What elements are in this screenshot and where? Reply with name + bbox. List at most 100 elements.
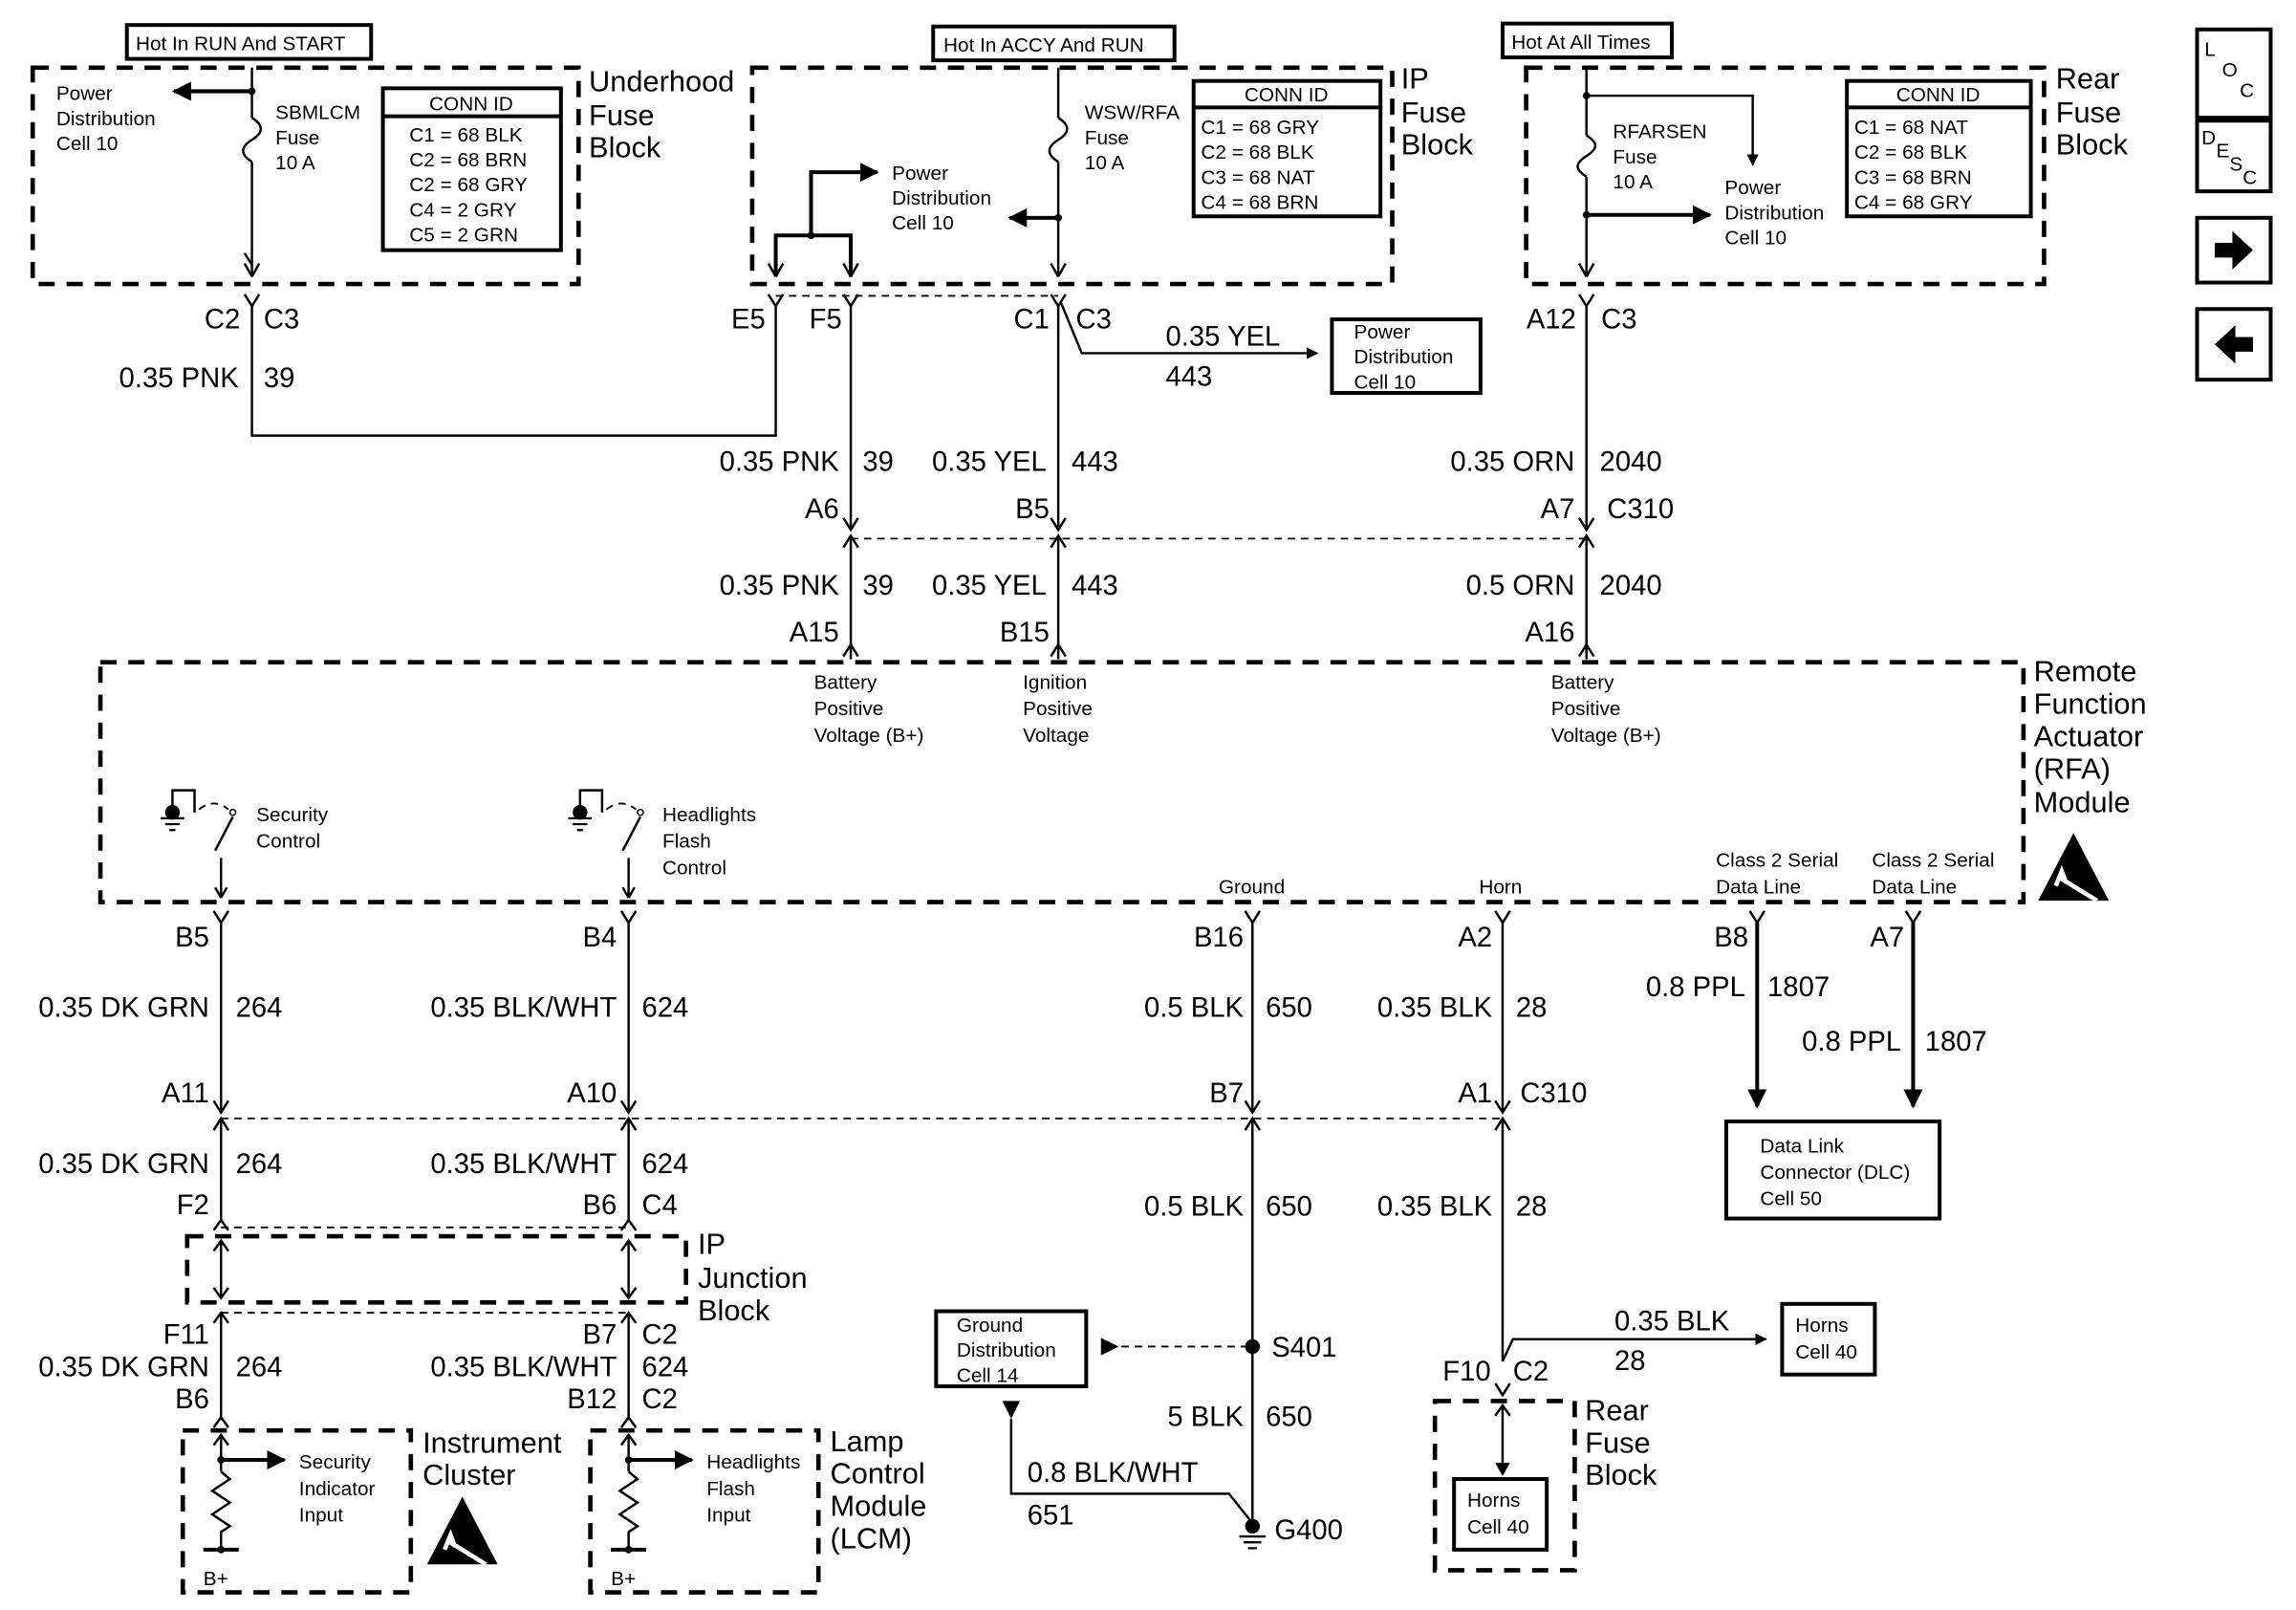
connector-f11: F11 (163, 1319, 209, 1350)
desc-button[interactable]: D E S C (2195, 119, 2273, 194)
hot-in-accy-run-box: Hot In ACCY And RUN (931, 24, 1177, 63)
conn-id-row: C2 = 68 BLK (1201, 141, 1313, 163)
arrow-left-icon (2214, 325, 2254, 364)
pd-label: Distribution (56, 108, 156, 130)
circuit-number: 28 (1516, 993, 1548, 1024)
connector-c2: C2 (205, 304, 240, 335)
fuse-label: Fuse (1085, 127, 1129, 149)
rfa-title: Module (2034, 786, 2131, 819)
wire-color: 0.35 PNK (119, 363, 240, 394)
pin-label: Ignition (1023, 671, 1087, 693)
pin-label: Voltage (B+) (814, 725, 924, 747)
ground-distribution-reference[interactable]: Ground Distribution Cell 14 (934, 1309, 1089, 1389)
connector-f5: F5 (810, 304, 842, 335)
wire-color: 0.35 DK GRN (38, 993, 209, 1024)
previous-button[interactable] (2195, 307, 2273, 382)
rfa-title: (RFA) (2034, 751, 2111, 785)
hot-accy-run-label: Hot In ACCY And RUN (943, 34, 1144, 56)
splice-label: S401 (1271, 1333, 1336, 1363)
rfa-title: Actuator (2034, 719, 2144, 752)
underhood-title: Underhood (589, 64, 734, 98)
circuit-number: 624 (641, 1149, 688, 1180)
underhood-fuse-block: Underhood Fuse Block Power Distribution … (30, 64, 734, 287)
next-button[interactable] (2195, 215, 2273, 285)
conn-id-row: C1 = 68 BLK (409, 124, 522, 146)
security-control-switch-icon (161, 789, 237, 899)
conn-id-table: CONN ID C1 = 68 BLK C2 = 68 BRN C2 = 68 … (380, 86, 563, 252)
connector-b5: B5 (175, 923, 209, 953)
conn-id-row: C2 = 68 BLK (1854, 141, 1967, 163)
connector-c3: C3 (1076, 304, 1112, 335)
instrument-cluster-title: Instrument (422, 1425, 562, 1459)
ip-fuse-title: Block (1401, 128, 1474, 162)
wire-color: 0.35 BLK (1377, 993, 1493, 1024)
pin-label: Security (256, 804, 329, 826)
circuit-number: 39 (264, 363, 295, 394)
circuit-number: 39 (862, 571, 894, 601)
wire-color: 0.35 PNK (720, 571, 840, 601)
loc-letter: O (2222, 59, 2238, 81)
circuit-number: 651 (1028, 1501, 1074, 1532)
power-distribution-reference[interactable]: Power Distribution Cell 10 (1330, 317, 1483, 395)
circuit-number: 28 (1516, 1191, 1548, 1222)
ip-fuse-title: IP (1401, 61, 1429, 95)
circuit-number: 39 (862, 447, 894, 478)
connector-a12: A12 (1527, 304, 1576, 335)
wire-color: 0.35 BLK (1377, 1191, 1493, 1222)
connector-b7: B7 (583, 1319, 617, 1350)
dlc-label: Cell 50 (1760, 1188, 1822, 1210)
horns-reference[interactable]: Horns Cell 40 (1780, 1301, 1877, 1377)
connector-a7: A7 (1541, 494, 1575, 525)
wire-color: 0.35 BLK/WHT (430, 993, 617, 1024)
ground-label: G400 (1274, 1515, 1343, 1546)
wire-color: 0.8 PPL (1802, 1027, 1901, 1057)
ground-g400-icon (1239, 1518, 1267, 1550)
pin-label: Class 2 Serial (1716, 850, 1838, 872)
connector-a7: A7 (1870, 923, 1904, 953)
lamp-control-module: B+ Headlights Flash Input Lamp Control M… (588, 1425, 927, 1595)
fuse-label: WSW/RFA (1085, 102, 1180, 124)
rear-fuse-title: Fuse (1585, 1425, 1650, 1459)
b-plus-label: B+ (611, 1568, 636, 1590)
wire-color: 0.35 BLK (1614, 1307, 1730, 1338)
underhood-title: Block (589, 131, 661, 164)
pin-label: Data Line (1872, 876, 1957, 898)
lcm-title: Module (831, 1489, 927, 1522)
connector-a15: A15 (790, 618, 839, 648)
dlc-reference[interactable]: Data Link Connector (DLC) Cell 50 (1723, 1119, 1942, 1221)
circuit-number: 264 (236, 1352, 283, 1382)
input-label: Indicator (299, 1478, 376, 1500)
connector-a6: A6 (805, 494, 839, 525)
conn-id-row: C4 = 2 GRY (409, 199, 516, 221)
conn-id-row: C1 = 68 GRY (1201, 117, 1319, 139)
ip-junction-title: Junction (698, 1261, 808, 1295)
conn-id-row: C5 = 2 GRN (409, 224, 518, 246)
desc-letter: S (2229, 154, 2242, 176)
connector-c3: C3 (264, 304, 299, 335)
circuit-number: 624 (641, 1352, 688, 1382)
conn-id-row: C1 = 68 NAT (1854, 117, 1968, 139)
pin-label: Class 2 Serial (1872, 850, 1994, 872)
conn-id-header: CONN ID (1245, 84, 1329, 106)
resistor-icon (209, 1470, 232, 1550)
circuit-number: 650 (1266, 1191, 1312, 1222)
pd-label: Cell 10 (1354, 371, 1417, 393)
pd-label: Distribution (1724, 202, 1824, 224)
input-label: Security (299, 1451, 372, 1473)
connector-c4: C4 (641, 1190, 677, 1221)
loc-button[interactable]: L O C (2195, 27, 2273, 120)
conn-id-header: CONN ID (1896, 84, 1981, 106)
conn-id-row: C4 = 68 BRN (1201, 192, 1318, 214)
wire-color: 0.35 YEL (1165, 322, 1280, 353)
fuse-label: SBMLCM (275, 102, 360, 124)
conn-id-table: CONN ID C1 = 68 GRY C2 = 68 BLK C3 = 68 … (1191, 78, 1383, 219)
ground-dist-label: Ground (957, 1315, 1023, 1337)
horns-reference[interactable]: Horns Cell 40 (1452, 1477, 1549, 1552)
pd-label: Power (892, 163, 948, 185)
connector-b16: B16 (1194, 923, 1244, 953)
pd-label: Cell 10 (56, 133, 119, 155)
fuse-label: Fuse (1613, 146, 1657, 168)
ground-dist-label: Distribution (957, 1339, 1056, 1361)
circuit-number: 1807 (1767, 972, 1830, 1003)
circuit-number: 624 (641, 993, 688, 1024)
